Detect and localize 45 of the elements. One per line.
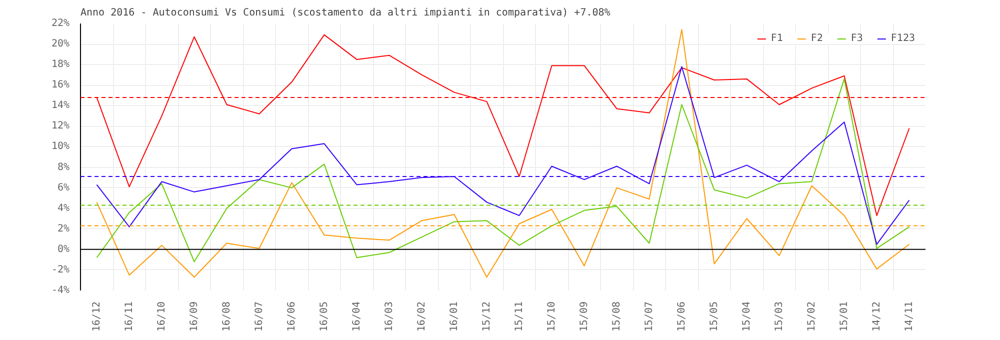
x-tick-label: 15/12: [481, 301, 492, 332]
x-tick-label: 16/10: [156, 301, 168, 332]
y-tick-label: 2%: [57, 223, 70, 234]
x-tick-label: 15/05: [708, 301, 720, 332]
x-tick-label: 16/02: [416, 301, 428, 332]
legend-label: F123: [890, 33, 915, 44]
x-tick-label: 15/06: [676, 301, 688, 332]
x-tick-label: 15/01: [838, 301, 850, 332]
legend-label: F3: [850, 33, 864, 44]
x-tick-label: 15/03: [774, 301, 785, 332]
y-tick-label: 6%: [57, 182, 70, 194]
y-tick-label: -4%: [51, 285, 70, 296]
x-tick-label: 15/07: [644, 301, 655, 332]
y-tick-label: -2%: [51, 264, 70, 276]
y-tick-label: 8%: [57, 162, 70, 173]
x-tick-label: 16/04: [351, 301, 362, 332]
x-tick-label: 15/02: [806, 301, 818, 332]
y-tick-label: 18%: [51, 59, 70, 70]
y-tick-label: 22%: [51, 18, 70, 29]
x-tick-label: 15/04: [741, 301, 752, 332]
x-tick-label: 16/12: [91, 301, 102, 332]
x-tick-label: 14/12: [871, 301, 882, 332]
x-tick-label: 16/07: [254, 301, 265, 332]
y-tick-label: 0%: [57, 244, 70, 255]
x-tick-label: 16/06: [286, 301, 298, 332]
y-tick-label: 12%: [51, 120, 70, 132]
legend-label: F2: [810, 33, 824, 44]
x-tick-label: 14/11: [904, 301, 915, 332]
y-tick-label: 10%: [51, 141, 70, 152]
y-tick-label: 14%: [51, 100, 70, 112]
x-tick-label: 16/08: [221, 301, 232, 332]
y-tick-label: 20%: [51, 38, 70, 50]
x-tick-label: 15/09: [578, 301, 590, 332]
legend-label: F1: [770, 33, 784, 44]
x-tick-label: 16/01: [448, 301, 460, 332]
x-tick-label: 15/11: [514, 301, 525, 332]
x-tick-label: 16/09: [188, 301, 200, 332]
x-tick-label: 15/08: [611, 301, 622, 332]
x-tick-label: 16/11: [124, 301, 135, 332]
y-tick-label: 4%: [57, 202, 70, 214]
chart-title: Anno 2016 - Autoconsumi Vs Consumi (scostamento da altri impianti in comparativa) +7.08%: [80, 8, 610, 18]
y-tick-label: 16%: [51, 80, 70, 91]
x-tick-label: 15/10: [546, 301, 558, 332]
x-tick-label: 16/05: [318, 301, 330, 332]
x-tick-label: 16/03: [384, 301, 395, 332]
